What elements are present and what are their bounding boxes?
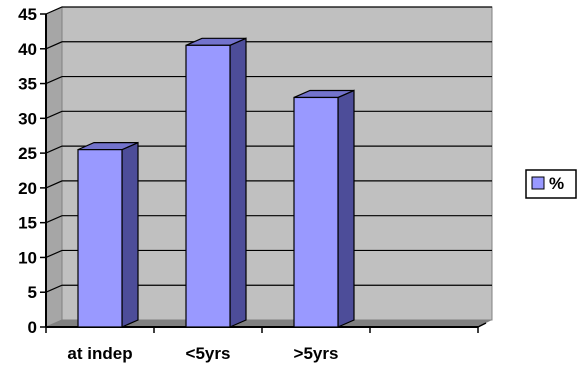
y-tick-label: 45	[18, 5, 37, 24]
y-tick-label: 20	[18, 179, 37, 198]
bar-front	[185, 44, 231, 328]
gridline	[45, 6, 492, 15]
bar	[293, 89, 355, 328]
plot-area	[45, 6, 493, 328]
bar-side	[229, 37, 247, 328]
x-tick-label: >5yrs	[294, 344, 339, 363]
bar-front	[77, 149, 123, 328]
bar-front	[293, 96, 339, 328]
plot-floor	[46, 320, 492, 327]
y-tick-label: 15	[18, 214, 37, 233]
y-tick-label: 30	[18, 109, 37, 128]
x-axis-tick-labels: at indep <5yrs >5yrs	[67, 344, 338, 363]
y-tick-label: 0	[28, 318, 37, 337]
bar	[185, 37, 247, 328]
y-tick-label: 40	[18, 40, 37, 59]
y-axis-tick-labels: 0 5 10 15 20 25 30 35 40 45	[18, 5, 37, 337]
bars	[77, 37, 355, 328]
y-tick-label: 5	[28, 283, 37, 302]
y-tick-label: 10	[18, 248, 37, 267]
gridline	[45, 41, 492, 50]
bar-side	[337, 89, 355, 328]
y-tick-label: 25	[18, 144, 37, 163]
bar	[77, 141, 139, 328]
legend-swatch	[531, 176, 545, 190]
x-tick-label: <5yrs	[186, 344, 231, 363]
plot-left-wall	[45, 6, 63, 328]
y-tick-label: 35	[18, 75, 37, 94]
x-tick-label: at indep	[67, 344, 132, 363]
bar-side	[121, 141, 139, 328]
x-axis-end	[477, 322, 487, 328]
legend: %	[525, 169, 577, 199]
legend-label: %	[549, 174, 564, 193]
gridline	[45, 75, 492, 85]
